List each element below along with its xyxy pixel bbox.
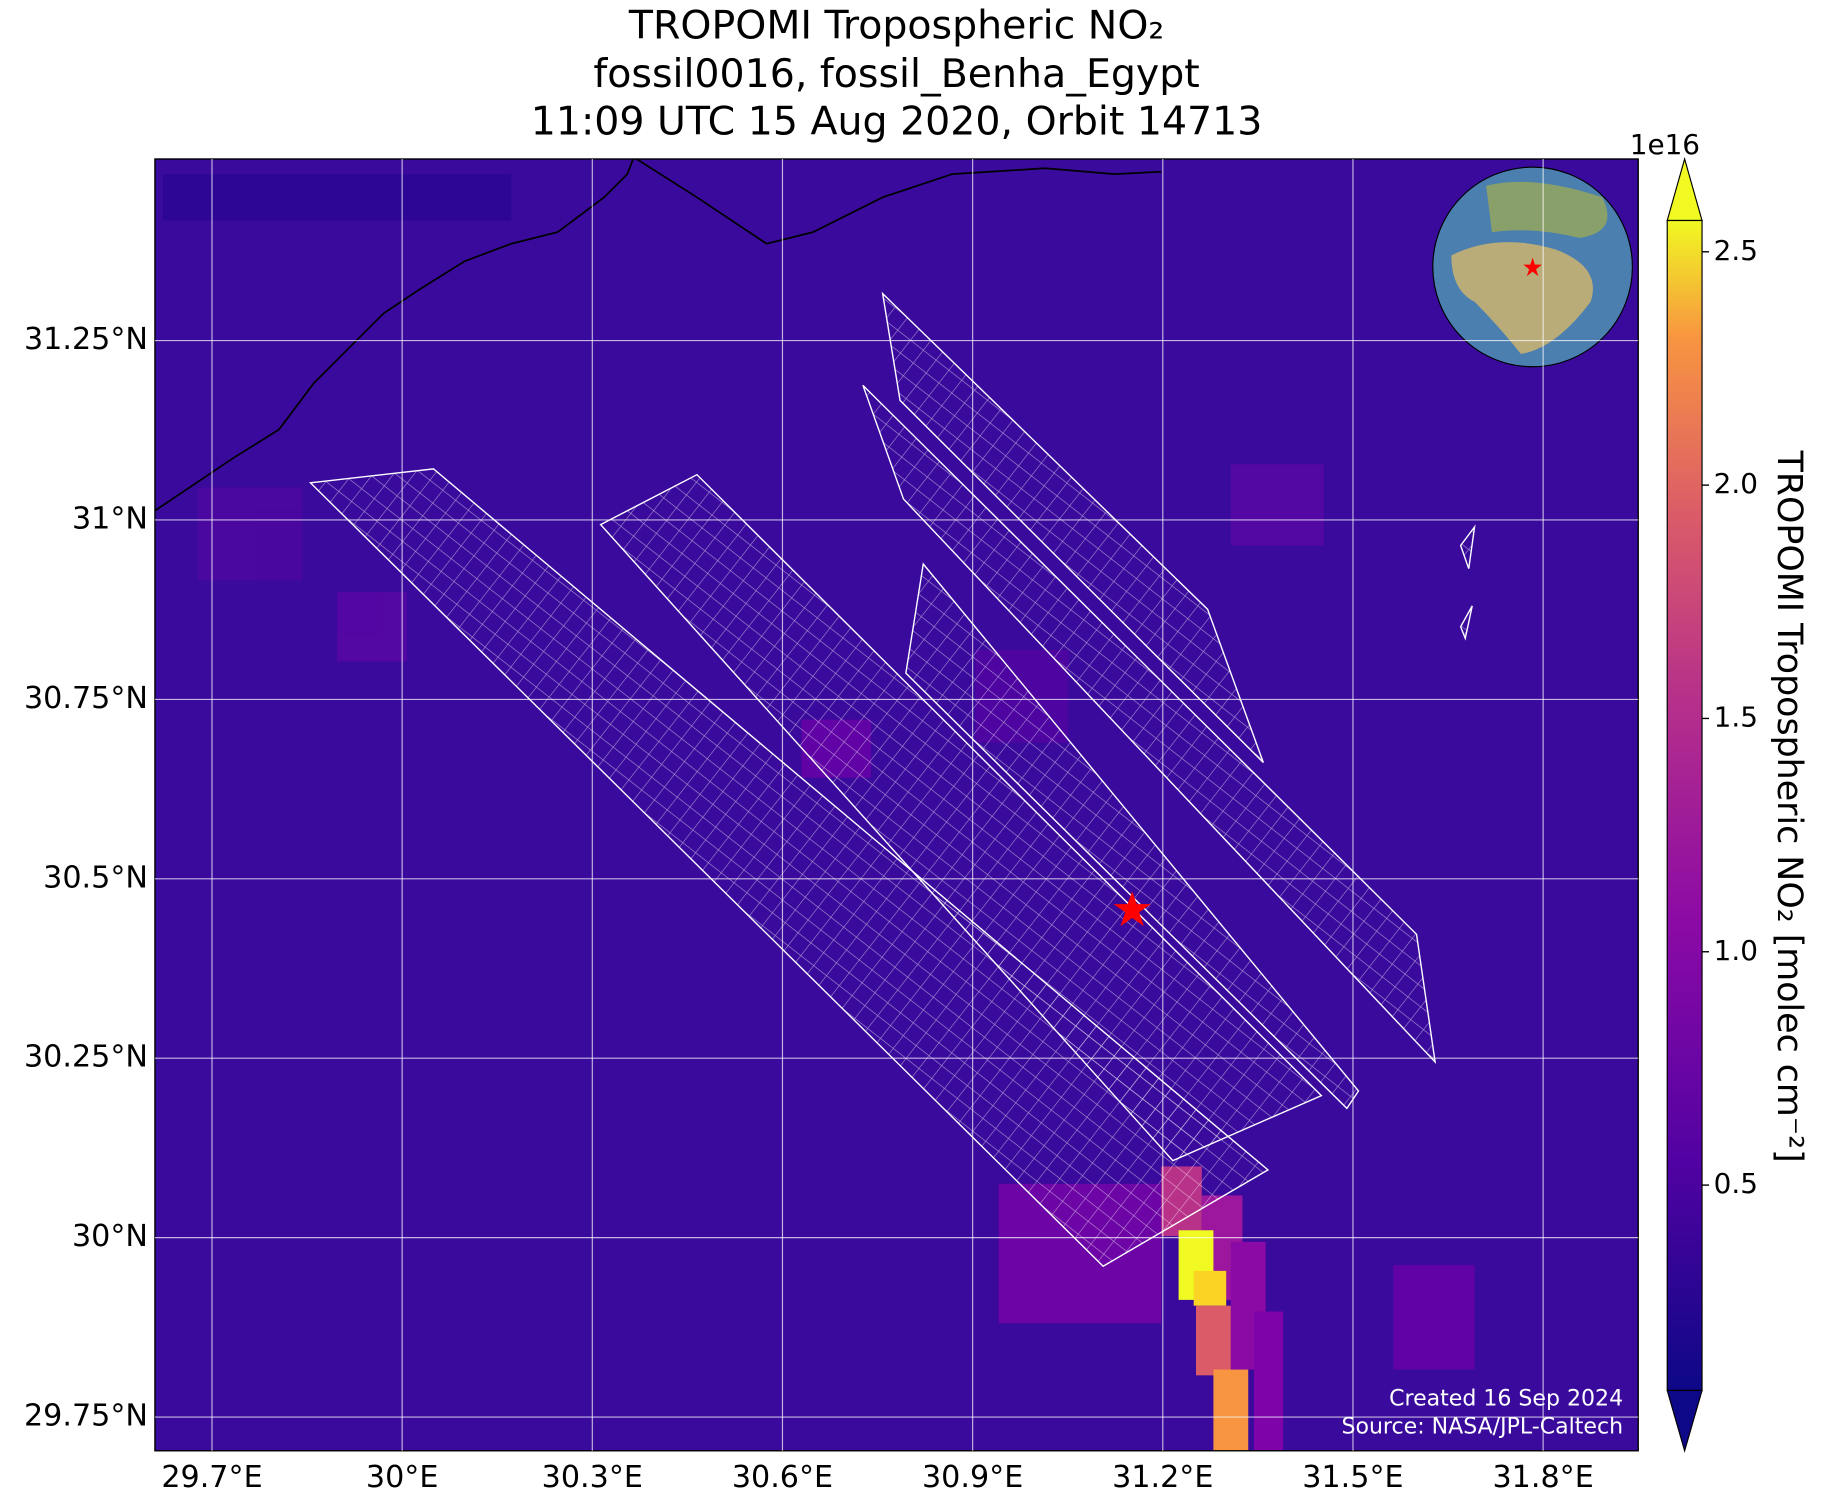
map-frame — [154, 158, 1639, 1452]
y-tick-label: 31°N — [72, 501, 148, 536]
x-tick-label: 29.7°E — [161, 1460, 262, 1495]
annotation: Source: NASA/JPL-Caltech — [1341, 1415, 1623, 1440]
globe-inset — [1432, 166, 1633, 368]
x-tick-label: 30.6°E — [732, 1460, 833, 1495]
x-tick-label: 30°E — [366, 1460, 439, 1495]
site-marker — [1113, 891, 1151, 927]
y-tick-label: 30.25°N — [24, 1040, 148, 1075]
swath-grids — [308, 291, 1476, 1268]
colorbar — [1666, 156, 1703, 1453]
coastline — [154, 159, 634, 512]
colorbar-tick-label: 1.0 — [1714, 934, 1758, 967]
x-tick-label: 30.9°E — [922, 1460, 1023, 1495]
colorbar-tick-label: 2.0 — [1714, 467, 1758, 500]
title-line: 11:09 UTC 15 Aug 2020, Orbit 14713 — [531, 99, 1263, 145]
x-tick-label: 31.2°E — [1112, 1460, 1213, 1495]
colorbar-exponent: 1e16 — [1630, 128, 1700, 161]
x-tick-label: 31.5°E — [1302, 1460, 1403, 1495]
annotation: Created 16 Sep 2024 — [1389, 1387, 1623, 1412]
title-line: fossil0016, fossil_Benha_Egypt — [593, 51, 1199, 97]
colorbar-tick-label: 0.5 — [1714, 1167, 1758, 1200]
y-tick-label: 30.75°N — [24, 681, 148, 716]
colorbar-tick-label: 1.5 — [1714, 700, 1758, 733]
y-tick-label: 30°N — [72, 1219, 148, 1254]
x-tick-label: 31.8°E — [1492, 1460, 1593, 1495]
coastline — [636, 159, 1162, 245]
colorbar-tick-label: 2.5 — [1714, 234, 1758, 267]
y-tick-label: 29.75°N — [24, 1399, 148, 1434]
colorbar-label: TROPOMI Tropospheric NO₂ [molec cm⁻²] — [1769, 450, 1809, 1163]
x-tick-label: 30.3°E — [542, 1460, 643, 1495]
y-tick-label: 30.5°N — [43, 860, 148, 895]
y-tick-label: 31.25°N — [24, 322, 148, 357]
map — [154, 159, 1639, 1451]
title-line: TROPOMI Tropospheric NO₂ — [628, 2, 1164, 48]
plume — [1161, 1166, 1284, 1451]
